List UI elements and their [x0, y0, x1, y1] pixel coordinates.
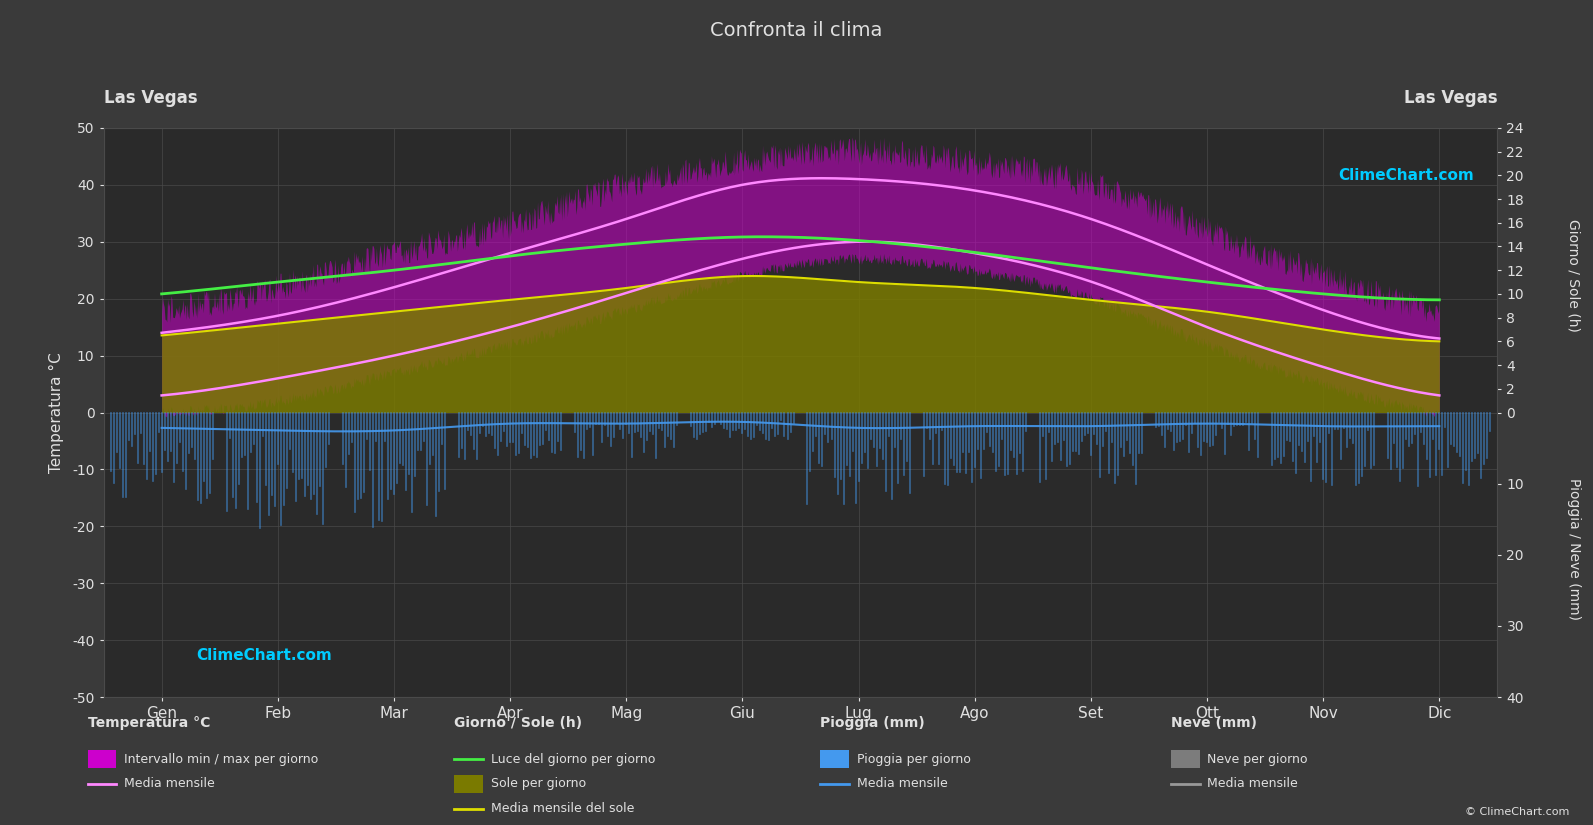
- Text: Luce del giorno per giorno: Luce del giorno per giorno: [491, 752, 655, 766]
- Text: Neve (mm): Neve (mm): [1171, 716, 1257, 730]
- Text: Media mensile: Media mensile: [857, 777, 948, 790]
- Text: ClimeChart.com: ClimeChart.com: [1338, 167, 1474, 182]
- Text: Media mensile del sole: Media mensile del sole: [491, 802, 634, 815]
- Text: © ClimeChart.com: © ClimeChart.com: [1464, 807, 1569, 817]
- Text: Neve per giorno: Neve per giorno: [1207, 752, 1308, 766]
- Y-axis label: Temperatura °C: Temperatura °C: [49, 352, 64, 473]
- Text: Pioggia (mm): Pioggia (mm): [820, 716, 926, 730]
- Text: Pioggia per giorno: Pioggia per giorno: [857, 752, 970, 766]
- Text: Las Vegas: Las Vegas: [1403, 89, 1497, 107]
- Text: Media mensile: Media mensile: [124, 777, 215, 790]
- Text: Temperatura °C: Temperatura °C: [88, 716, 210, 730]
- Text: Intervallo min / max per giorno: Intervallo min / max per giorno: [124, 752, 319, 766]
- Text: Pioggia / Neve (mm): Pioggia / Neve (mm): [1568, 478, 1580, 620]
- Text: Confronta il clima: Confronta il clima: [710, 21, 883, 40]
- Text: Sole per giorno: Sole per giorno: [491, 777, 586, 790]
- Text: Giorno / Sole (h): Giorno / Sole (h): [1568, 219, 1580, 332]
- Text: Giorno / Sole (h): Giorno / Sole (h): [454, 716, 581, 730]
- Text: ClimeChart.com: ClimeChart.com: [196, 648, 333, 663]
- Text: Las Vegas: Las Vegas: [104, 89, 198, 107]
- Text: Media mensile: Media mensile: [1207, 777, 1298, 790]
